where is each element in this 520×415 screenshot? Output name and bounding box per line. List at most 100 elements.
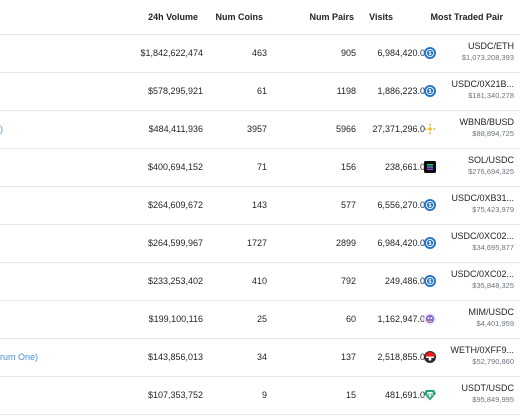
pair-volume: $276,694,325 <box>468 167 514 176</box>
table-row[interactable]: $107,353,752 9 15 481,691.0 USDT/USDC $95,849… <box>0 377 520 415</box>
num-coins-cell: 410 <box>251 276 267 286</box>
table-row[interactable]: $578,295,921 61 1198 1,886,223.0 $ USDC/0X21B… <box>0 73 520 111</box>
pair-volume: $75,423,979 <box>472 205 514 214</box>
num-pairs-cell: 905 <box>340 48 356 58</box>
most-traded-pair[interactable]: WETH/0XFF9... $52,790,860 <box>424 343 514 372</box>
table-row[interactable]: $264,609,672 143 577 6,556,270.0 $ USDC/0XB31… <box>0 187 520 225</box>
most-traded-pair[interactable]: $ USDC/0X21B... $181,340,278 <box>424 77 514 106</box>
pair-name[interactable]: SOL/USDC <box>467 155 514 165</box>
table-row[interactable]: $1,842,622,474 463 905 6,984,420.0 $ USDC/ETH… <box>0 35 520 73</box>
visits-cell: 238,661.0 <box>384 162 425 172</box>
most-traded-pair[interactable]: SOL/USDC $276,694,325 <box>424 153 514 182</box>
num-coins-cell: 3957 <box>246 124 267 134</box>
num-coins-cell: 34 <box>256 352 267 362</box>
volume-cell: $1,842,622,474 <box>140 48 203 58</box>
most-traded-pair[interactable]: $ USDC/0XC02... $35,848,325 <box>424 267 514 296</box>
volume-cell: $199,100,116 <box>148 314 203 324</box>
volume-cell: $107,353,752 <box>147 390 203 400</box>
weth-icon <box>424 351 436 363</box>
num-coins-cell: 9 <box>261 390 267 400</box>
pair-name[interactable]: USDC/0XC02... <box>450 269 514 279</box>
num-pairs-cell: 137 <box>340 352 356 362</box>
num-pairs-cell: 2899 <box>335 238 356 248</box>
header-most-traded-pair[interactable]: Most Traded Pair <box>430 12 503 22</box>
pair-volume: $1,073,208,393 <box>461 53 514 62</box>
usdc-icon: $ <box>424 237 436 249</box>
pair-volume: $95,849,995 <box>472 395 514 404</box>
volume-cell: $264,609,672 <box>147 200 203 210</box>
table-row[interactable]: $264,599,967 1727 2899 6,984,420.0 $ USDC/0XC… <box>0 225 520 263</box>
visits-cell: 249,486.0 <box>384 276 425 286</box>
volume-cell: $264,599,967 <box>147 238 203 248</box>
tether-icon <box>424 389 436 401</box>
svg-text:$: $ <box>429 241 432 247</box>
num-coins-cell: 143 <box>251 200 267 210</box>
svg-text:$: $ <box>429 203 432 209</box>
num-coins-cell: 61 <box>256 86 267 96</box>
visits-cell: 2,518,855.0 <box>377 352 425 362</box>
table-row[interactable]: ) $484,411,936 3957 5966 27,371,296.0 WBNB/BU… <box>0 111 520 149</box>
volume-cell: $484,411,936 <box>148 124 203 134</box>
volume-cell: $400,694,152 <box>147 162 203 172</box>
num-coins-cell: 25 <box>256 314 267 324</box>
num-pairs-cell: 5966 <box>335 124 356 134</box>
num-pairs-cell: 60 <box>345 314 356 324</box>
pair-volume: $34,695,877 <box>472 243 514 252</box>
usdc-icon: $ <box>424 85 436 97</box>
pair-volume: $4,401,959 <box>476 319 514 328</box>
svg-text:$: $ <box>429 89 432 95</box>
most-traded-pair[interactable]: $ USDC/0XB31... $75,423,979 <box>424 191 514 220</box>
most-traded-pair[interactable]: $ USDC/0XC02... $34,695,877 <box>424 229 514 258</box>
pair-name[interactable]: USDC/0XC02... <box>450 231 514 241</box>
exchange-name-link[interactable]: rum One) <box>0 352 39 362</box>
usdc-icon: $ <box>424 47 436 59</box>
table-row[interactable]: $233,253,402 410 792 249,486.0 $ USDC/0XC02..… <box>0 263 520 301</box>
num-coins-cell: 71 <box>256 162 267 172</box>
most-traded-pair[interactable]: USDT/USDC $95,849,995 <box>424 381 514 410</box>
most-traded-pair[interactable]: $ USDC/ETH $1,073,208,393 <box>424 39 514 68</box>
visits-cell: 1,162,947.0 <box>377 314 425 324</box>
pair-volume: $35,848,325 <box>472 281 514 290</box>
svg-text:$: $ <box>429 279 432 285</box>
pair-volume: $52,790,860 <box>472 357 514 366</box>
header-visits[interactable]: Visits <box>369 12 393 22</box>
num-pairs-cell: 156 <box>340 162 356 172</box>
table-row[interactable]: $400,694,152 71 156 238,661.0 SOL/USDC $276,6… <box>0 149 520 187</box>
pair-name[interactable]: WBNB/BUSD <box>459 117 514 127</box>
pair-name[interactable]: USDT/USDC <box>461 383 514 393</box>
table-row[interactable]: rum One) $143,856,013 34 137 2,518,855.0 WETH… <box>0 339 520 377</box>
most-traded-pair[interactable]: MIM/USDC $4,401,959 <box>424 305 514 334</box>
num-coins-cell: 1727 <box>246 238 267 248</box>
usdc-icon: $ <box>424 199 436 211</box>
num-pairs-cell: 15 <box>345 390 356 400</box>
pair-name[interactable]: USDC/0XB31... <box>451 193 514 203</box>
visits-cell: 481,691.0 <box>384 390 425 400</box>
solana-icon <box>424 161 436 173</box>
most-traded-pair[interactable]: WBNB/BUSD $88,894,725 <box>424 115 514 144</box>
table-body: $1,842,622,474 463 905 6,984,420.0 $ USDC/ETH… <box>0 35 520 415</box>
table-row[interactable]: $199,100,116 25 60 1,162,947.0 MIM/USDC $4,40… <box>0 301 520 339</box>
header-num-coins[interactable]: Num Coins <box>215 12 263 22</box>
bnb-icon <box>424 123 436 135</box>
visits-cell: 6,984,420.0 <box>377 238 425 248</box>
pair-name[interactable]: WETH/0XFF9... <box>450 345 514 355</box>
visits-cell: 1,886,223.0 <box>377 86 425 96</box>
header-num-pairs[interactable]: Num Pairs <box>309 12 354 22</box>
num-pairs-cell: 792 <box>340 276 356 286</box>
visits-cell: 27,371,296.0 <box>372 124 425 134</box>
table-header: 24h Volume Num Coins Num Pairs Visits Mo… <box>0 0 520 35</box>
pair-name[interactable]: USDC/ETH <box>467 41 514 51</box>
num-coins-cell: 463 <box>251 48 267 58</box>
mim-icon <box>424 313 436 325</box>
header-24h-volume[interactable]: 24h Volume <box>148 12 198 22</box>
volume-cell: $143,856,013 <box>147 352 203 362</box>
num-pairs-cell: 577 <box>340 200 356 210</box>
pair-volume: $88,894,725 <box>472 129 514 138</box>
volume-cell: $578,295,921 <box>147 86 203 96</box>
pair-name[interactable]: MIM/USDC <box>468 307 515 317</box>
num-pairs-cell: 1198 <box>336 86 356 96</box>
pair-name[interactable]: USDC/0X21B... <box>451 79 514 89</box>
exchange-name-link[interactable]: ) <box>0 124 3 134</box>
pair-volume: $181,340,278 <box>468 91 514 100</box>
